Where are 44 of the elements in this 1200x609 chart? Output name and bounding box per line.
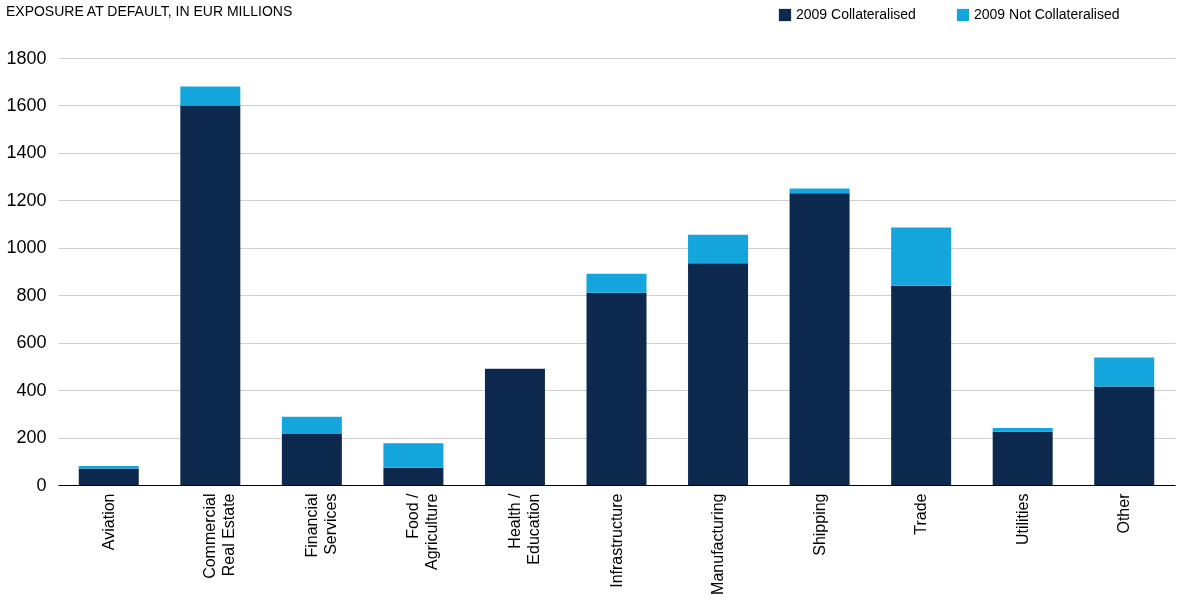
bar [992,428,1053,432]
x-tick-label: Commercial Real Estate [201,493,238,579]
x-tick-label: Aviation [99,493,117,551]
bar [688,263,749,485]
legend-label: 2009 Not Collateralised [974,6,1120,22]
bar [78,468,139,485]
x-tick-label: Utilities [1013,493,1031,546]
bar [180,86,241,106]
y-tick-label: 400 [16,379,47,400]
y-tick-label: 1200 [6,189,47,210]
x-tick-label: Food / Agriculture [404,492,441,570]
bar [586,273,647,293]
y-tick-label: 800 [16,284,47,305]
bar [789,188,850,194]
bar [484,368,545,485]
y-tick-label: 200 [16,427,47,448]
y-tick-label: 1400 [6,142,47,163]
legend-label: 2009 Collateralised [796,6,916,22]
y-tick-label: 1800 [6,47,47,68]
x-tick-label: Manufacturing [709,493,727,595]
y-tick-label: 0 [36,474,47,495]
bar [586,292,647,485]
bar [1094,386,1155,485]
x-tick-label: Infrastructure [607,493,625,588]
bar [281,416,342,434]
x-tick-label: Shipping [810,493,828,556]
bar [789,193,850,485]
bar [891,285,952,485]
bar [992,431,1053,485]
y-tick-label: 600 [16,332,47,353]
bar [383,467,444,485]
x-tick-label: Health / Education [505,492,542,565]
chart-title: EXPOSURE AT DEFAULT, IN EUR MILLIONS [5,3,293,19]
x-tick-label: Trade [912,493,930,535]
y-tick-label: 1600 [6,94,47,115]
bar [1094,357,1155,387]
y-tick-label: 1000 [6,237,47,258]
bar [891,227,952,286]
x-tick-label: Other [1115,492,1133,534]
bar [180,105,241,485]
x-tick-label: Financial Services [302,493,339,558]
bar [383,443,444,468]
bar [281,434,342,485]
bar [688,234,749,264]
